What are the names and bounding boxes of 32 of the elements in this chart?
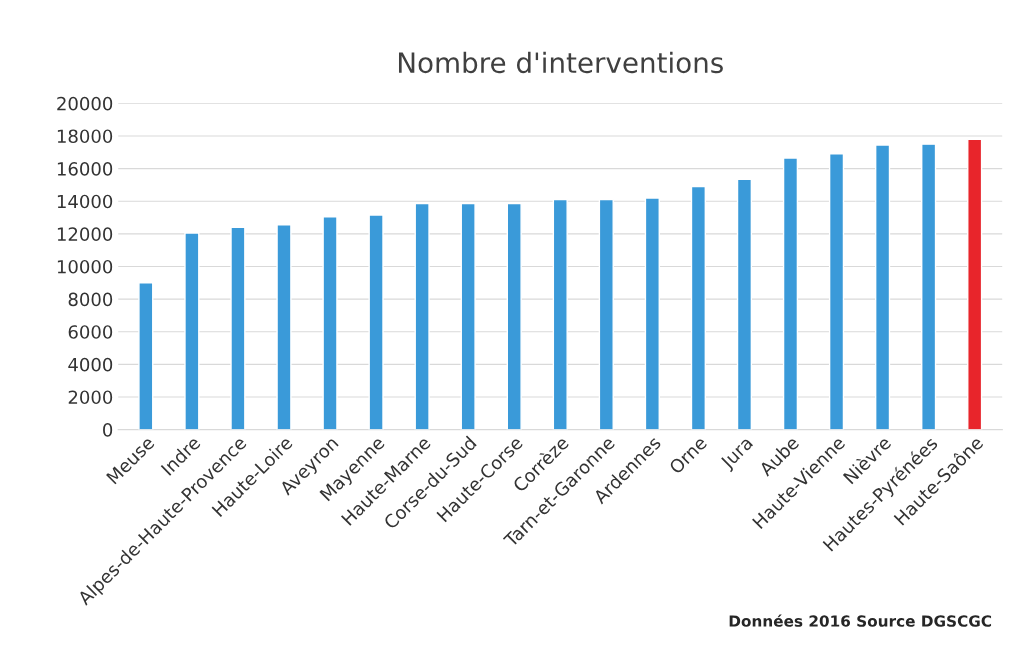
bar [598, 198, 614, 430]
bar [414, 202, 430, 430]
y-tick-label: 4000 [68, 357, 113, 372]
y-tick-label: 12000 [57, 227, 113, 241]
bar [230, 226, 246, 430]
bar [184, 232, 200, 430]
bar [690, 185, 706, 430]
bar [736, 178, 753, 430]
bar [921, 143, 937, 430]
bar [874, 144, 891, 430]
text: Données 2016 Source DGSCGC [729, 614, 992, 627]
bar [506, 202, 522, 430]
y-tick-label: 0 [103, 423, 113, 437]
bar [782, 157, 799, 430]
y-tick-label: 20000 [57, 96, 113, 111]
bar [138, 282, 154, 430]
y-tick-label: 8000 [68, 292, 113, 307]
bar [276, 224, 292, 430]
bar [828, 153, 845, 430]
y-tick-label: 18000 [57, 129, 113, 144]
y-tick-label: 10000 [57, 259, 113, 274]
bar [322, 216, 338, 430]
y-tick-label: 16000 [57, 162, 113, 176]
bar [644, 197, 660, 430]
bar [368, 214, 384, 430]
bar [460, 202, 476, 430]
bar [967, 138, 983, 430]
chart-title: Nombre d'interventions [398, 51, 723, 74]
y-tick-label: 14000 [57, 194, 113, 209]
y-tick-label: 6000 [68, 325, 113, 339]
y-tick-label: 2000 [68, 390, 113, 405]
bar [552, 198, 568, 430]
